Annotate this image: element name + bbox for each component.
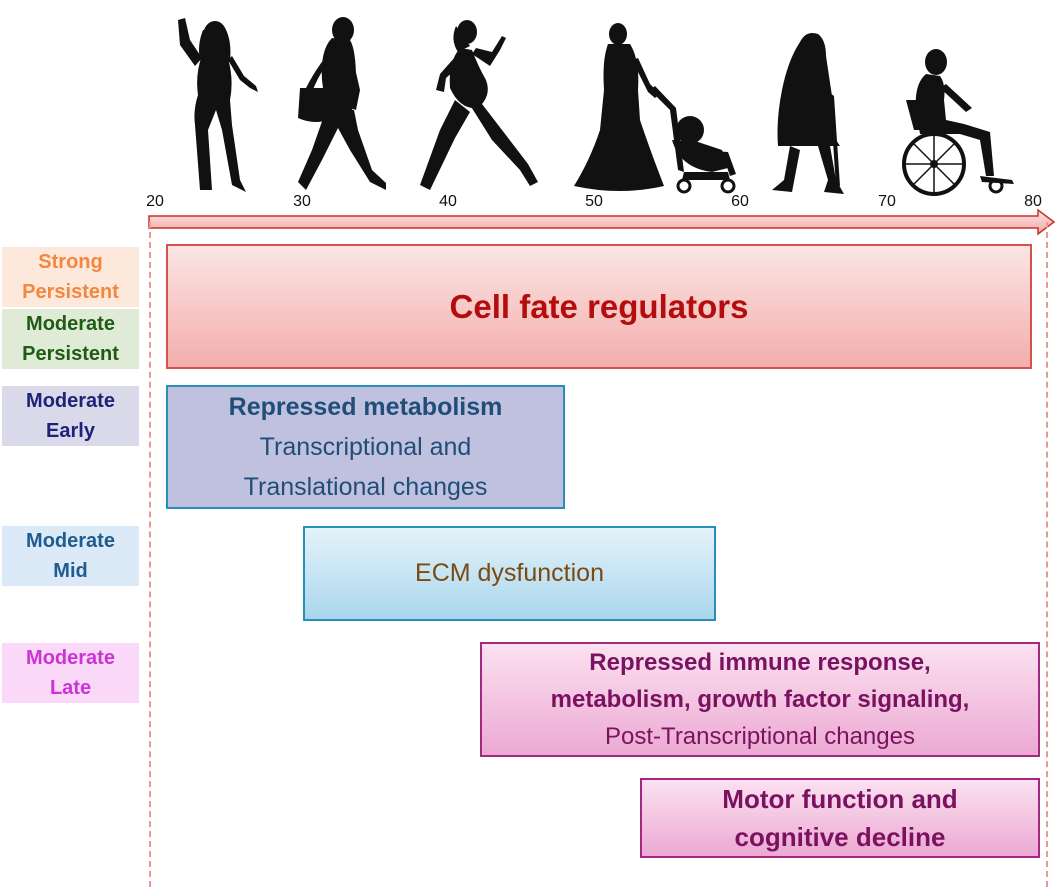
category-line: Moderate: [26, 390, 115, 412]
axis-tick-label: 70: [878, 193, 896, 210]
bar-text: Motor function and: [722, 784, 958, 814]
category-line: Persistent: [22, 281, 119, 303]
woman-with-handbag-walking-icon: [298, 17, 386, 190]
category-line: Early: [46, 420, 95, 442]
category-line: Strong: [38, 251, 103, 273]
bar-text: Post-Transcriptional changes: [605, 723, 915, 750]
bar-text: cognitive decline: [734, 822, 946, 852]
bar-text: Transcriptional and: [259, 433, 472, 461]
bar-text: metabolism, growth factor signaling,: [550, 686, 970, 713]
bar-repressed-metabolism: Repressed metabolism Transcriptional and…: [166, 385, 565, 509]
axis-tick-label: 20: [146, 193, 164, 210]
bar-repressed-immune-response: Repressed immune response, metabolism, g…: [480, 642, 1040, 757]
guide-line-right: [1046, 222, 1048, 887]
bar-motor-cognitive-decline: Motor function and cognitive decline: [640, 778, 1040, 858]
elderly-woman-with-cane-icon: [772, 33, 844, 194]
age-silhouettes: [0, 0, 1064, 200]
axis-tick-label: 50: [585, 193, 603, 210]
guide-line-left: [149, 222, 151, 887]
category-moderate-persistent: Moderate Persistent: [2, 309, 139, 369]
category-line: Late: [49, 677, 92, 699]
bar-text: ECM dysfunction: [415, 559, 604, 587]
category-line: Mid: [53, 560, 88, 582]
category-moderate-early: Moderate Early: [2, 386, 139, 446]
bar-text: Cell fate regulators: [449, 287, 749, 325]
axis-tick-label: 40: [439, 193, 457, 210]
age-axis-arrow: [148, 208, 1056, 236]
bar-text: Repressed metabolism: [228, 393, 503, 421]
category-line: Persistent: [22, 343, 119, 365]
category-strong-persistent: Strong Persistent: [2, 247, 139, 307]
bar-text: Repressed immune response,: [589, 649, 931, 676]
pregnant-woman-walking-icon: [420, 20, 538, 190]
woman-pushing-stroller-icon: [574, 23, 736, 194]
category-moderate-late: Moderate Late: [2, 643, 139, 703]
axis-tick-label: 30: [293, 193, 311, 210]
category-line: Moderate: [26, 530, 115, 552]
category-line: Moderate: [26, 313, 115, 335]
axis-tick-label: 60: [731, 193, 749, 210]
bar-ecm-dysfunction: ECM dysfunction: [303, 526, 716, 621]
young-woman-posing-icon: [178, 18, 258, 192]
bar-cell-fate-regulators: Cell fate regulators: [166, 244, 1032, 369]
bar-text: Translational changes: [243, 473, 488, 501]
category-line: Moderate: [26, 647, 115, 669]
axis-tick-label: 80: [1024, 193, 1042, 210]
category-moderate-mid: Moderate Mid: [2, 526, 139, 586]
person-in-wheelchair-icon: [902, 49, 1014, 196]
